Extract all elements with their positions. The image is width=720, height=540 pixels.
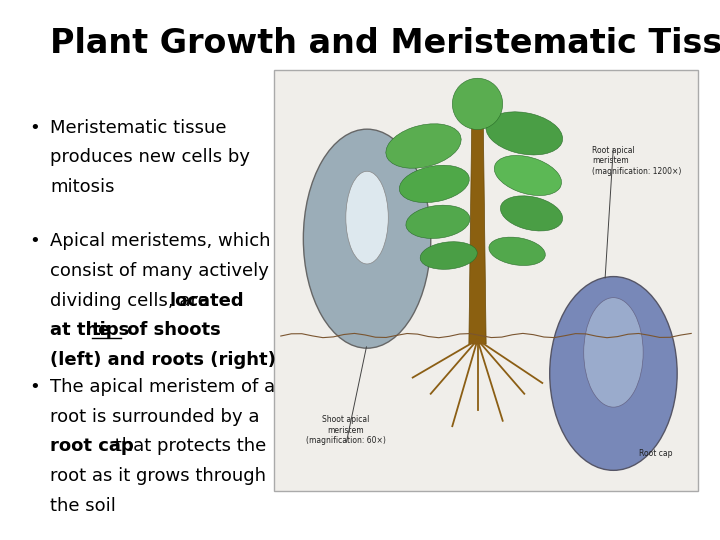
Ellipse shape <box>584 298 643 407</box>
Text: that protects the: that protects the <box>109 437 266 455</box>
Text: •: • <box>29 378 40 396</box>
Ellipse shape <box>400 165 469 202</box>
Text: located: located <box>169 292 244 309</box>
Ellipse shape <box>486 112 562 155</box>
Text: root as it grows through: root as it grows through <box>50 467 266 485</box>
Text: Plant Growth and Meristematic Tissue: Plant Growth and Meristematic Tissue <box>50 27 720 60</box>
Text: of shoots: of shoots <box>121 321 221 339</box>
Text: •: • <box>29 119 40 137</box>
Ellipse shape <box>420 242 477 269</box>
Text: Root apical
meristem
(magnification: 1200×): Root apical meristem (magnification: 120… <box>593 146 682 176</box>
Text: consist of many actively: consist of many actively <box>50 262 269 280</box>
FancyBboxPatch shape <box>274 70 698 491</box>
Ellipse shape <box>303 129 431 348</box>
Polygon shape <box>469 121 486 344</box>
Ellipse shape <box>386 124 462 168</box>
Ellipse shape <box>494 156 562 195</box>
Text: •: • <box>29 232 40 250</box>
Text: root is surrounded by a: root is surrounded by a <box>50 408 260 426</box>
Ellipse shape <box>550 276 677 470</box>
Text: root cap: root cap <box>50 437 134 455</box>
Text: produces new cells by: produces new cells by <box>50 148 251 166</box>
Text: Meristematic tissue: Meristematic tissue <box>50 119 227 137</box>
Text: at the: at the <box>50 321 117 339</box>
Ellipse shape <box>452 78 503 130</box>
Ellipse shape <box>346 171 388 264</box>
Text: Apical meristems, which: Apical meristems, which <box>50 232 271 250</box>
Text: tips: tips <box>92 321 130 339</box>
Text: mitosis: mitosis <box>50 178 115 196</box>
Text: the soil: the soil <box>50 497 116 515</box>
Text: dividing cells, are: dividing cells, are <box>50 292 215 309</box>
Text: Root cap: Root cap <box>639 449 672 458</box>
Ellipse shape <box>406 205 470 239</box>
Text: Shoot apical
meristem
(magnification: 60×): Shoot apical meristem (magnification: 60… <box>306 415 386 445</box>
Text: The apical meristem of a: The apical meristem of a <box>50 378 276 396</box>
Text: (left) and roots (right): (left) and roots (right) <box>50 351 276 369</box>
Ellipse shape <box>500 196 562 231</box>
Ellipse shape <box>489 237 545 266</box>
